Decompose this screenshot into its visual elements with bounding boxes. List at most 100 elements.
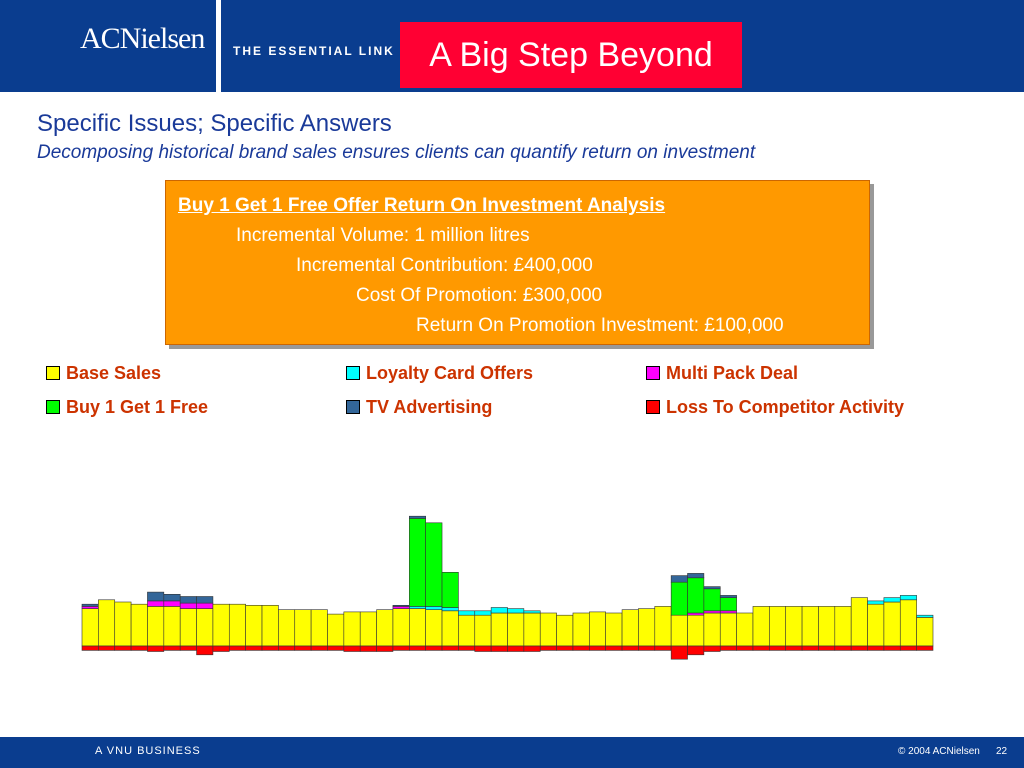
bar-segment xyxy=(245,604,263,647)
bar-segment xyxy=(196,608,214,647)
bar-segment xyxy=(310,609,328,647)
bar-segment xyxy=(801,645,819,651)
bar-segment xyxy=(261,645,279,651)
legend-swatch xyxy=(46,366,60,380)
bar-segment xyxy=(638,645,656,651)
box-line: Return On Promotion Investment: £100,000 xyxy=(416,315,784,336)
bar-segment xyxy=(687,614,705,647)
legend-label: Loyalty Card Offers xyxy=(366,362,534,383)
bar-segment xyxy=(523,645,541,652)
bar-segment xyxy=(212,645,230,652)
bar-segment xyxy=(196,596,214,604)
bar-segment xyxy=(687,645,705,656)
bar-segment xyxy=(507,608,525,614)
bar-segment xyxy=(490,607,508,614)
bar-segment xyxy=(703,586,721,590)
bar-segment xyxy=(621,609,639,647)
bar-segment xyxy=(294,609,312,647)
bar-segment xyxy=(883,597,901,603)
bar-segment xyxy=(769,645,787,651)
bar-segment xyxy=(850,645,868,651)
bar-segment xyxy=(818,645,836,651)
bar-segment xyxy=(409,518,426,607)
bar-segment xyxy=(245,645,263,651)
bar-segment xyxy=(916,645,934,651)
bar-segment xyxy=(343,645,361,652)
legend-label: Buy 1 Get 1 Free xyxy=(66,396,209,417)
bar-segment xyxy=(687,612,705,616)
bar-segment xyxy=(147,645,165,652)
bar-segment xyxy=(409,645,426,651)
bar-segment xyxy=(736,612,754,647)
bar-segment xyxy=(605,645,623,651)
bar-segment xyxy=(719,597,737,612)
bar-segment xyxy=(867,645,885,651)
legend-label: Multi Pack Deal xyxy=(666,362,799,383)
bar-segment xyxy=(409,515,426,519)
bar-segment xyxy=(114,645,132,651)
bar-segment xyxy=(392,645,410,651)
bar-segment xyxy=(916,617,934,647)
bar-segment xyxy=(752,645,770,651)
bar-segment xyxy=(163,606,181,647)
bar-segment xyxy=(719,612,737,647)
bar-segment xyxy=(147,591,165,602)
logo: ACNielsen xyxy=(80,22,205,55)
box-heading: Buy 1 Get 1 Free Offer Return On Investm… xyxy=(178,195,666,216)
bar-segment xyxy=(899,595,917,601)
bar-segment xyxy=(359,645,377,652)
bar-segment xyxy=(507,612,525,647)
bar-segment xyxy=(261,604,279,647)
bar-segment xyxy=(409,606,426,609)
legend-item: Loyalty Card Offers xyxy=(346,362,646,384)
bar-segment xyxy=(883,601,901,647)
bar-segment xyxy=(474,614,492,647)
bar-segment xyxy=(670,575,688,583)
bar-segment xyxy=(392,604,410,607)
tagline: THE ESSENTIAL LINK xyxy=(233,44,395,58)
bar-segment xyxy=(883,645,901,651)
bar-segment xyxy=(81,606,99,609)
bar-segment xyxy=(81,608,99,647)
bar-segment xyxy=(425,645,443,651)
bar-segment xyxy=(818,606,836,647)
footer-text: A VNU BUSINESS xyxy=(95,745,201,757)
bar-segment xyxy=(212,603,230,647)
bar-segment xyxy=(179,596,197,604)
bar-segment xyxy=(130,603,148,647)
bar-segment xyxy=(179,608,197,647)
bar-segment xyxy=(670,581,688,616)
bar-segment xyxy=(572,612,590,647)
bar-segment xyxy=(523,612,541,647)
legend-label: TV Advertising xyxy=(366,396,493,417)
bar-segment xyxy=(719,595,737,598)
bar-segment xyxy=(294,645,312,651)
bar-segment xyxy=(539,612,557,647)
subtitle: Decomposing historical brand sales ensur… xyxy=(37,142,756,163)
bar-segment xyxy=(343,611,361,647)
bar-segment xyxy=(556,614,574,647)
bar-segment xyxy=(179,602,197,609)
bar-segment xyxy=(867,603,885,647)
bar-segment xyxy=(785,606,803,647)
bar-segment xyxy=(179,645,197,651)
bar-segment xyxy=(556,645,574,651)
bar-segment xyxy=(458,610,476,616)
legend-label: Base Sales xyxy=(66,362,162,383)
legend: Base Sales Loyalty Card Offers Multi Pack … xyxy=(46,362,946,418)
bar-segment xyxy=(98,645,116,651)
bar-segment xyxy=(703,610,721,614)
bar-segment xyxy=(376,609,394,647)
bar-segment xyxy=(81,603,99,607)
bar-segment xyxy=(899,645,917,651)
bar-segment xyxy=(278,645,296,651)
bar-segment xyxy=(621,645,639,651)
bar-segment xyxy=(130,645,148,651)
bar-segment xyxy=(474,610,492,616)
bar-segment xyxy=(867,600,885,605)
bar-segment xyxy=(703,612,721,647)
bar-segment xyxy=(425,609,443,647)
bar-segment xyxy=(638,608,656,647)
bar-segment xyxy=(801,606,819,647)
